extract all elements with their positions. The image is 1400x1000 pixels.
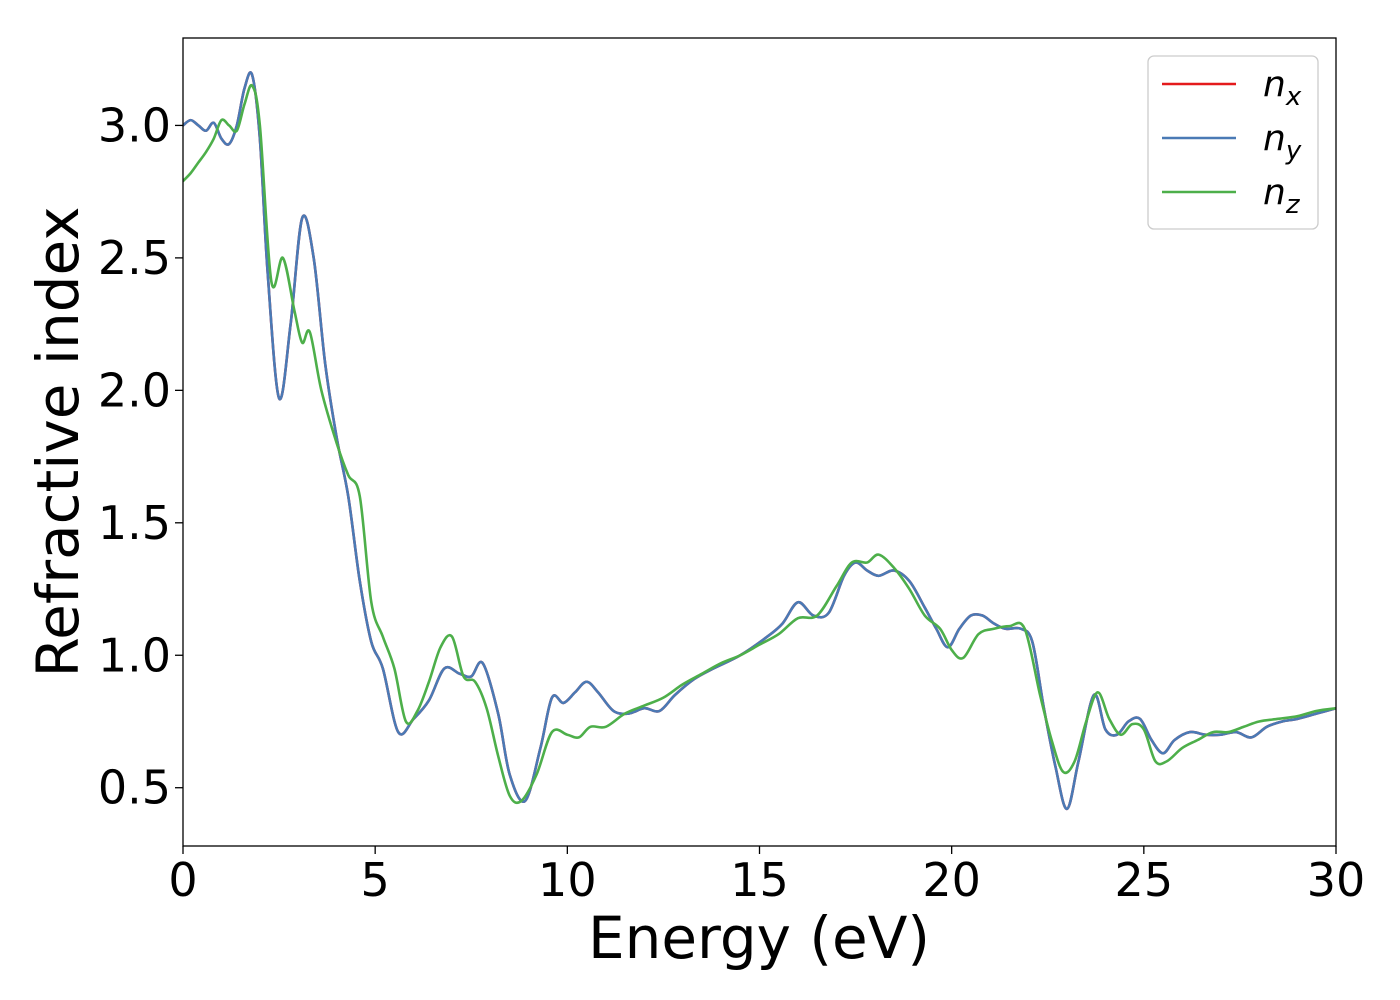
series-line-z [183,83,1336,805]
y-tick-label: 1.0 [98,628,171,682]
x-tick-label: 25 [1115,853,1174,907]
y-axis: 0.5 1.0 1.5 2.0 2.5 3.0 [98,98,183,815]
x-tick-label: 20 [922,853,981,907]
x-axis-label: Energy (eV) [588,904,930,972]
x-tick-label: 15 [730,853,789,907]
x-tick-label: 0 [168,853,197,907]
y-tick-label: 0.5 [98,761,171,815]
x-tick-label: 10 [538,853,597,907]
legend-label-z: nz [1263,172,1301,220]
y-tick-label: 2.5 [98,231,171,285]
y-tick-label: 1.5 [98,496,171,550]
legend: nx ny nz [1147,55,1319,230]
legend-box [1147,55,1319,230]
legend-label-y: ny [1263,118,1302,166]
y-axis-label: Refractive index [24,206,92,677]
y-tick-label: 2.0 [98,363,171,417]
x-tick-label: 5 [361,853,390,907]
x-axis: 0 5 10 15 20 25 30 [168,846,1365,907]
x-tick-label: 30 [1307,853,1366,907]
legend-label-x: nx [1263,64,1302,112]
y-tick-label: 3.0 [98,98,171,152]
series-layer [183,71,1336,811]
